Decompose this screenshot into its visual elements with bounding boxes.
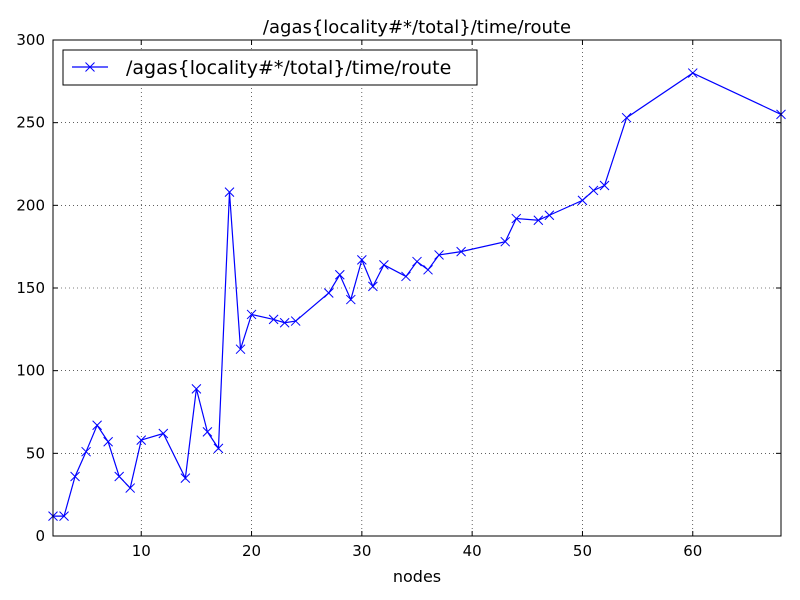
data-point	[356, 255, 367, 265]
y-tick-label: 100	[16, 362, 45, 380]
x-tick-label: 30	[352, 542, 371, 560]
axes-ticks: 10 20 30 40 50 60 0 50 100 150 200 250 300	[16, 31, 781, 560]
data-point	[213, 443, 224, 454]
data-point	[621, 112, 632, 123]
x-tick-label: 10	[132, 542, 151, 560]
data-point	[136, 435, 147, 445]
data-point	[401, 271, 411, 282]
legend-x-mark	[85, 62, 95, 72]
data-point	[345, 294, 356, 305]
data-point	[334, 269, 345, 280]
data-point	[268, 314, 279, 325]
data-point	[544, 210, 555, 221]
data-point	[533, 215, 544, 226]
y-tick-label: 250	[16, 114, 45, 132]
data-point	[379, 259, 389, 270]
y-tick-label: 0	[35, 527, 45, 545]
series-layer	[48, 68, 786, 522]
data-point	[599, 180, 610, 191]
y-tick-label: 300	[16, 31, 45, 49]
data-point	[114, 471, 125, 482]
data-point	[191, 383, 202, 394]
data-point	[423, 264, 433, 275]
data-point	[588, 185, 599, 196]
data-point	[103, 436, 114, 447]
chart-title: /agas{locality#*/total}/time/route	[263, 17, 571, 38]
data-point	[434, 250, 444, 260]
legend-marker-icon	[85, 62, 95, 72]
y-tick-label: 150	[16, 279, 45, 297]
data-point	[500, 236, 511, 247]
data-point	[70, 471, 80, 482]
data-point	[279, 317, 290, 328]
y-tick-label: 200	[16, 196, 45, 214]
data-point	[687, 68, 698, 78]
x-axis-label: nodes	[393, 567, 441, 586]
data-point	[81, 446, 91, 457]
data-point	[290, 316, 301, 326]
x-tick-label: 50	[573, 542, 592, 560]
x-tick-label: 60	[683, 542, 702, 560]
data-point	[92, 420, 102, 431]
data-point	[158, 428, 169, 439]
data-point	[368, 281, 378, 292]
grid	[53, 40, 781, 536]
x-tick-label: 20	[242, 542, 261, 560]
legend-box	[62, 49, 478, 86]
data-point	[511, 213, 522, 224]
data-point	[456, 246, 466, 257]
x-tick-label: 40	[463, 542, 482, 560]
data-point	[412, 256, 422, 267]
data-point	[235, 344, 246, 355]
data-point	[246, 309, 257, 320]
data-point	[202, 426, 213, 437]
legend-label: /agas{locality#*/total}/time/route	[126, 57, 451, 79]
data-point	[323, 288, 334, 298]
data-point	[224, 187, 235, 197]
data-point	[577, 195, 588, 206]
data-point	[59, 511, 69, 522]
legend: /agas{locality#*/total}/time/route	[62, 49, 478, 86]
y-tick-label: 50	[26, 444, 45, 462]
data-point	[180, 473, 191, 483]
data-point	[125, 483, 136, 493]
